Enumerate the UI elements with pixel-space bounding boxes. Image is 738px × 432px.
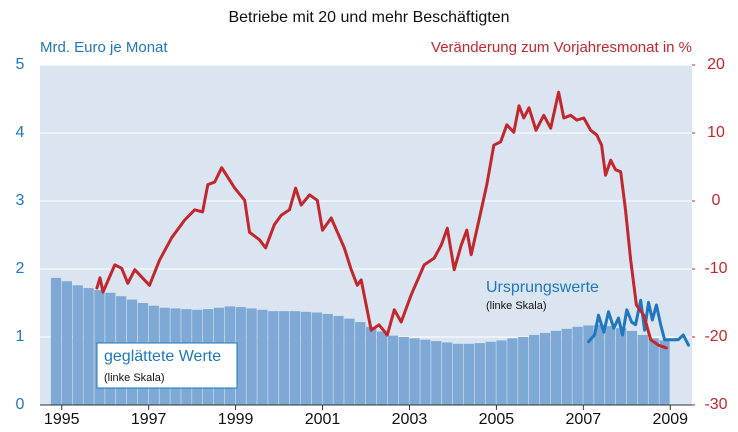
x-tick-label: 1995	[44, 411, 80, 428]
bar	[366, 326, 377, 405]
bar	[496, 340, 507, 405]
x-tick-label: 1999	[218, 411, 254, 428]
bar	[387, 335, 398, 405]
y-axis-label: Mrd. Euro je Monat	[40, 39, 168, 56]
line	[587, 298, 690, 347]
bar	[572, 326, 583, 405]
bar	[431, 341, 442, 405]
bar	[485, 341, 496, 405]
bar	[355, 322, 366, 405]
bar	[442, 342, 453, 405]
legend-label: geglättete Werte	[104, 348, 221, 365]
bar	[561, 328, 572, 405]
bar	[615, 328, 627, 405]
bar	[279, 311, 290, 405]
x-tick-label: 2003	[392, 411, 428, 428]
bar	[529, 334, 540, 405]
legend-box	[96, 342, 238, 389]
bar	[300, 311, 312, 405]
y2-tick-label: 0	[712, 192, 721, 209]
bar	[311, 312, 322, 405]
y-tick-label: 5	[16, 56, 25, 73]
y-tick-label: 1	[16, 328, 25, 345]
bar	[637, 334, 648, 405]
bar	[409, 338, 420, 405]
bar	[507, 338, 518, 405]
y-tick-label: 4	[16, 124, 25, 141]
y2-tick-label: 10	[707, 124, 725, 141]
y2-tick-label: -20	[704, 328, 727, 345]
bar	[474, 343, 485, 405]
bar	[420, 339, 431, 405]
bar	[333, 315, 344, 405]
bar	[583, 325, 594, 405]
bar	[50, 277, 62, 405]
x-tick-label: 2001	[305, 411, 341, 428]
bar	[539, 332, 551, 405]
bar	[246, 308, 257, 405]
bar	[257, 309, 268, 405]
annotation-note: (linke Skala)	[486, 300, 547, 312]
y-tick-label: 3	[16, 192, 25, 209]
legend-note: (linke Skala)	[104, 372, 165, 384]
bar	[344, 318, 355, 405]
bar	[83, 288, 94, 405]
bar	[376, 331, 388, 405]
bar	[518, 337, 529, 405]
bar	[463, 343, 475, 405]
bar	[659, 340, 670, 405]
y2-tick-label: -30	[704, 396, 727, 413]
bar	[550, 330, 561, 405]
bar	[268, 311, 279, 405]
annotation-label: Ursprungswerte	[486, 279, 599, 296]
x-tick-label: 2005	[479, 411, 515, 428]
x-tick-label: 2007	[566, 411, 602, 428]
chart-title: Betriebe mit 20 und mehr Beschäftigten	[228, 9, 509, 26]
bar	[72, 285, 83, 405]
y2-axis-label: Veränderung zum Vorjahresmonat in %	[431, 39, 692, 56]
bar	[235, 307, 246, 405]
y-tick-label: 2	[16, 260, 25, 277]
bar	[648, 338, 659, 405]
bar	[322, 313, 333, 405]
bar	[626, 330, 638, 405]
y-tick-label: 0	[16, 396, 25, 413]
y2-tick-label: -10	[704, 260, 727, 277]
bar	[398, 337, 409, 405]
y2-tick-label: 20	[707, 56, 725, 73]
x-tick-label: 1997	[131, 411, 167, 428]
bar	[605, 326, 616, 405]
bar	[594, 324, 605, 405]
bar	[289, 311, 301, 405]
line	[95, 90, 668, 350]
bar	[61, 281, 72, 405]
x-tick-label: 2009	[652, 411, 688, 428]
bar	[452, 343, 464, 405]
